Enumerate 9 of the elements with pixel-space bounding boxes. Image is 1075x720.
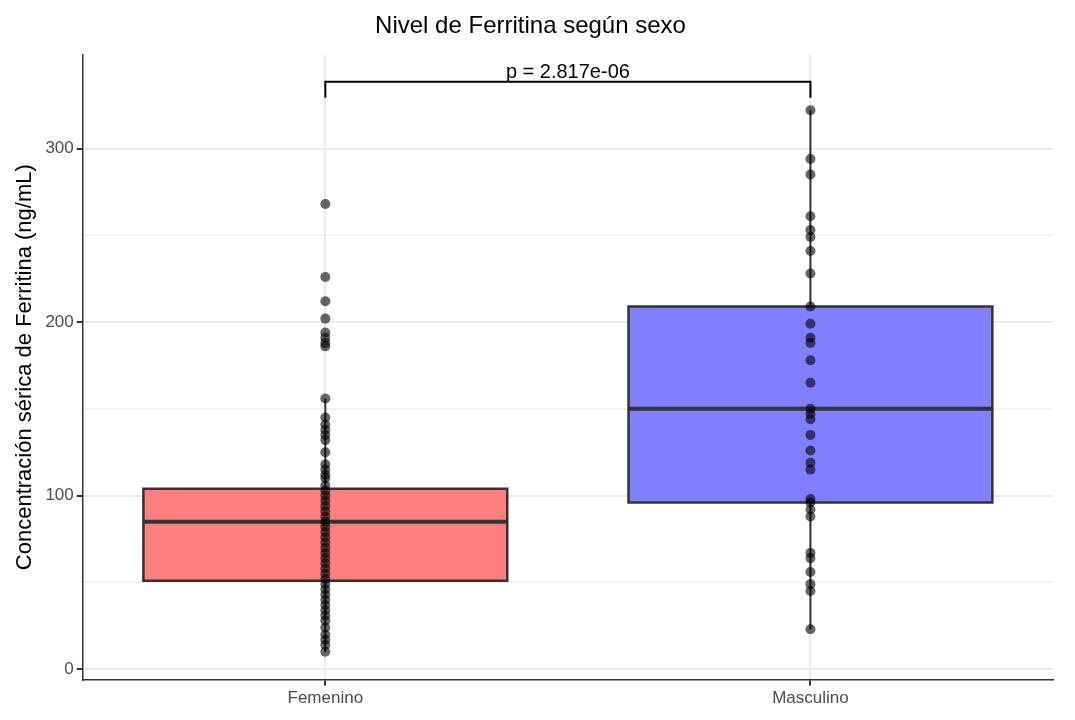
annotation: p = 2.817e-06: [505, 60, 630, 83]
x-tick-label: Masculino: [772, 688, 849, 708]
x-tick-label: Femenino: [287, 688, 364, 708]
y-tick-label: 0: [64, 658, 74, 678]
y-tick-label: 300: [45, 138, 74, 158]
y-axis-title: Concentración sérica de Ferritina (ng/mL): [11, 164, 37, 571]
chart-title: Nivel de Ferritina según sexo: [375, 11, 686, 39]
y-tick-label: 100: [45, 485, 74, 505]
y-tick-label: 200: [45, 311, 74, 331]
